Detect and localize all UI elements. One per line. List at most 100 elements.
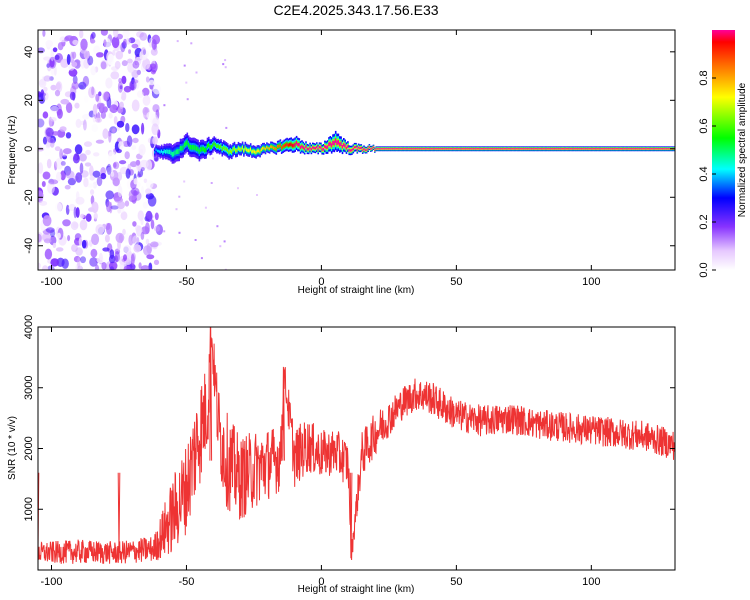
signal-cell — [337, 140, 340, 145]
signal-cell — [594, 148, 596, 150]
signal-cell — [554, 148, 557, 150]
signal-cell — [174, 150, 176, 156]
signal-cell — [283, 144, 286, 148]
signal-cell — [635, 148, 638, 150]
y-tick-label: 3000 — [23, 376, 35, 400]
signal-cell — [598, 148, 600, 150]
signal-cell — [411, 148, 414, 150]
noise-cell — [39, 79, 46, 85]
noise-cell — [145, 188, 152, 195]
signal-cell — [652, 148, 654, 150]
signal-cell — [542, 148, 545, 150]
signal-cell — [627, 148, 630, 150]
noise-cell — [136, 31, 144, 38]
signal-cell — [523, 148, 526, 150]
noise-cell — [54, 161, 58, 171]
signal-cell — [633, 148, 635, 150]
signal-cell — [347, 145, 349, 148]
signal-cell — [531, 148, 534, 150]
signal-cell — [479, 148, 481, 150]
signal-cell — [326, 145, 329, 149]
signal-cell — [386, 148, 388, 150]
noise-cell — [75, 247, 83, 256]
signal-cell — [168, 149, 171, 154]
noise-cell — [80, 213, 85, 219]
signal-cell — [407, 148, 410, 150]
signal-cell — [387, 148, 390, 150]
signal-cell — [631, 148, 634, 150]
signal-cell — [370, 148, 372, 150]
signal-cell — [154, 151, 156, 154]
signal-cell — [287, 143, 290, 147]
noise-cell — [224, 268, 227, 270]
signal-cell — [379, 148, 381, 150]
signal-cell — [260, 148, 263, 151]
noise-cell — [117, 200, 125, 210]
noise-cell — [52, 242, 57, 248]
signal-cell — [268, 147, 271, 150]
signal-cell — [572, 148, 574, 150]
signal-cell — [499, 148, 502, 150]
noise-cell — [60, 98, 70, 105]
signal-cell — [638, 148, 641, 150]
signal-cell — [361, 149, 364, 152]
signal-cell — [163, 149, 166, 153]
noise-cell — [43, 75, 52, 82]
noise-cell — [190, 42, 193, 45]
snr-y-label: SNR (10 * v/v) — [7, 416, 18, 480]
signal-cell — [511, 148, 514, 150]
noise-cell — [55, 202, 63, 212]
noise-cell — [129, 161, 138, 168]
signal-cell — [456, 148, 458, 150]
noise-cell — [137, 173, 142, 178]
noise-cell — [90, 66, 97, 76]
signal-cell — [182, 145, 184, 151]
noise-cell — [42, 265, 49, 270]
signal-cell — [644, 148, 646, 150]
signal-cell — [372, 146, 375, 148]
signal-cell — [536, 148, 538, 150]
signal-cell — [510, 148, 512, 150]
signal-cell — [270, 145, 272, 148]
signal-cell — [503, 148, 506, 150]
noise-cell — [118, 78, 122, 83]
noise-cell — [38, 109, 43, 115]
signal-cell — [480, 148, 483, 150]
signal-cell — [565, 148, 568, 150]
chart-title: C2E4.2025.343.17.56.E33 — [273, 2, 438, 18]
colorbar-tick-label: 0.2 — [698, 214, 710, 229]
noise-cell — [131, 43, 139, 49]
signal-cell — [357, 146, 360, 149]
noise-cell — [116, 120, 125, 128]
signal-cell — [475, 148, 477, 150]
signal-cell — [545, 148, 547, 150]
noise-cell — [115, 50, 124, 60]
signal-cell — [449, 148, 452, 150]
signal-cell — [159, 150, 162, 154]
signal-cell — [359, 147, 361, 150]
noise-cell — [89, 257, 98, 267]
noise-cell — [64, 184, 71, 190]
noise-cell — [126, 58, 133, 64]
x-tick-label: -100 — [40, 576, 62, 588]
signal-cell — [513, 148, 515, 150]
noise-cell — [83, 50, 90, 60]
signal-cell — [170, 150, 172, 155]
signal-cell — [426, 148, 429, 150]
signal-cell — [318, 146, 321, 149]
noise-cell — [79, 219, 88, 231]
noise-cell — [224, 59, 227, 62]
noise-cell — [145, 238, 150, 245]
noise-cell — [75, 207, 80, 218]
signal-cell — [484, 148, 487, 150]
signal-cell — [658, 148, 661, 150]
signal-cell — [198, 149, 201, 154]
noise-cell — [131, 145, 137, 151]
noise-cell — [54, 146, 61, 152]
noise-cell — [56, 257, 65, 267]
signal-cell — [191, 144, 194, 150]
signal-cell — [208, 143, 210, 148]
noise-cell — [128, 234, 134, 246]
signal-cell — [602, 148, 604, 150]
x-tick-label: -50 — [179, 576, 195, 588]
